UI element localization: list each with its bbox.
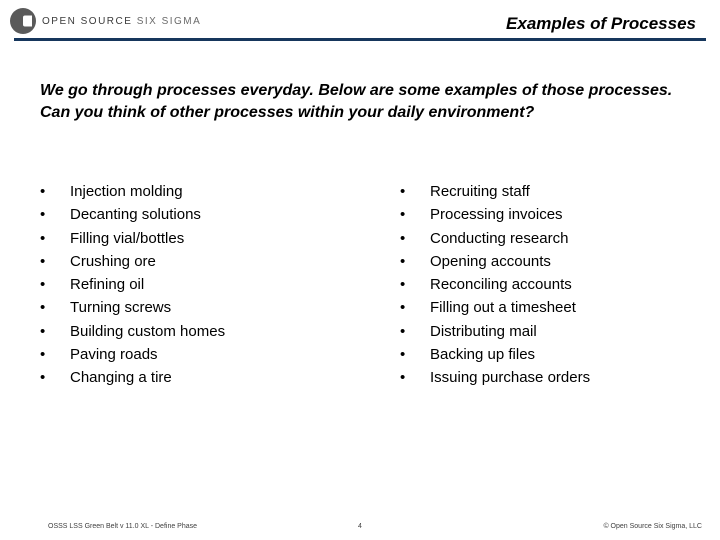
bullet-icon: • bbox=[40, 343, 70, 366]
list-item: •Refining oil bbox=[40, 273, 360, 296]
bullet-icon: • bbox=[400, 203, 430, 226]
footer-left: OSSS LSS Green Belt v 11.0 XL - Define P… bbox=[48, 523, 197, 530]
logo-text-b: SIX SIGMA bbox=[137, 16, 202, 27]
list-item: •Building custom homes bbox=[40, 320, 360, 343]
list-item: •Issuing purchase orders bbox=[400, 366, 720, 389]
list-item-label: Injection molding bbox=[70, 180, 183, 203]
list-item-label: Backing up files bbox=[430, 343, 535, 366]
logo-text-a: OPEN SOURCE bbox=[42, 16, 132, 27]
bullet-icon: • bbox=[40, 296, 70, 319]
list-item: •Processing invoices bbox=[400, 203, 720, 226]
list-item-label: Refining oil bbox=[70, 273, 144, 296]
bullet-icon: • bbox=[400, 366, 430, 389]
list-item-label: Issuing purchase orders bbox=[430, 366, 590, 389]
bullet-icon: • bbox=[40, 320, 70, 343]
list-item: •Turning screws bbox=[40, 296, 360, 319]
logo-text: OPEN SOURCE SIX SIGMA bbox=[42, 16, 201, 27]
header-rule bbox=[14, 38, 706, 41]
list-item-label: Crushing ore bbox=[70, 250, 156, 273]
bullet-icon: • bbox=[40, 273, 70, 296]
bullet-list-right: •Recruiting staff•Processing invoices•Co… bbox=[400, 180, 720, 389]
list-item-label: Changing a tire bbox=[70, 366, 172, 389]
bullet-list-left: •Injection molding•Decanting solutions•F… bbox=[40, 180, 360, 389]
list-item-label: Filling vial/bottles bbox=[70, 227, 184, 250]
list-item: •Filling vial/bottles bbox=[40, 227, 360, 250]
bullet-icon: • bbox=[40, 250, 70, 273]
bullet-icon: • bbox=[400, 250, 430, 273]
list-item-label: Reconciling accounts bbox=[430, 273, 572, 296]
bullet-icon: • bbox=[40, 227, 70, 250]
bullet-icon: • bbox=[40, 203, 70, 226]
logo: OPEN SOURCE SIX SIGMA bbox=[10, 8, 201, 34]
list-item-label: Distributing mail bbox=[430, 320, 537, 343]
logo-icon bbox=[10, 8, 36, 34]
list-item: •Recruiting staff bbox=[400, 180, 720, 203]
footer: OSSS LSS Green Belt v 11.0 XL - Define P… bbox=[0, 514, 720, 530]
bullet-icon: • bbox=[400, 320, 430, 343]
list-item-label: Turning screws bbox=[70, 296, 171, 319]
column-right: •Recruiting staff•Processing invoices•Co… bbox=[360, 180, 720, 389]
footer-right: © Open Source Six Sigma, LLC bbox=[603, 523, 702, 530]
list-item-label: Recruiting staff bbox=[430, 180, 530, 203]
footer-page-number: 4 bbox=[358, 523, 362, 530]
list-item-label: Paving roads bbox=[70, 343, 158, 366]
list-item: •Distributing mail bbox=[400, 320, 720, 343]
bullet-icon: • bbox=[400, 343, 430, 366]
intro-text: We go through processes everyday. Below … bbox=[40, 80, 690, 123]
list-item-label: Conducting research bbox=[430, 227, 568, 250]
list-item-label: Filling out a timesheet bbox=[430, 296, 576, 319]
columns: •Injection molding•Decanting solutions•F… bbox=[0, 180, 720, 389]
list-item: •Filling out a timesheet bbox=[400, 296, 720, 319]
list-item: •Decanting solutions bbox=[40, 203, 360, 226]
header: OPEN SOURCE SIX SIGMA Examples of Proces… bbox=[0, 8, 720, 48]
list-item-label: Building custom homes bbox=[70, 320, 225, 343]
column-left: •Injection molding•Decanting solutions•F… bbox=[0, 180, 360, 389]
slide: OPEN SOURCE SIX SIGMA Examples of Proces… bbox=[0, 0, 720, 540]
bullet-icon: • bbox=[40, 180, 70, 203]
list-item: •Conducting research bbox=[400, 227, 720, 250]
bullet-icon: • bbox=[400, 296, 430, 319]
page-title: Examples of Processes bbox=[506, 14, 696, 34]
list-item: •Reconciling accounts bbox=[400, 273, 720, 296]
bullet-icon: • bbox=[400, 227, 430, 250]
bullet-icon: • bbox=[400, 273, 430, 296]
list-item: •Changing a tire bbox=[40, 366, 360, 389]
bullet-icon: • bbox=[40, 366, 70, 389]
list-item-label: Decanting solutions bbox=[70, 203, 201, 226]
list-item: •Crushing ore bbox=[40, 250, 360, 273]
list-item-label: Opening accounts bbox=[430, 250, 551, 273]
list-item-label: Processing invoices bbox=[430, 203, 563, 226]
list-item: •Opening accounts bbox=[400, 250, 720, 273]
list-item: •Paving roads bbox=[40, 343, 360, 366]
list-item: •Injection molding bbox=[40, 180, 360, 203]
bullet-icon: • bbox=[400, 180, 430, 203]
list-item: •Backing up files bbox=[400, 343, 720, 366]
